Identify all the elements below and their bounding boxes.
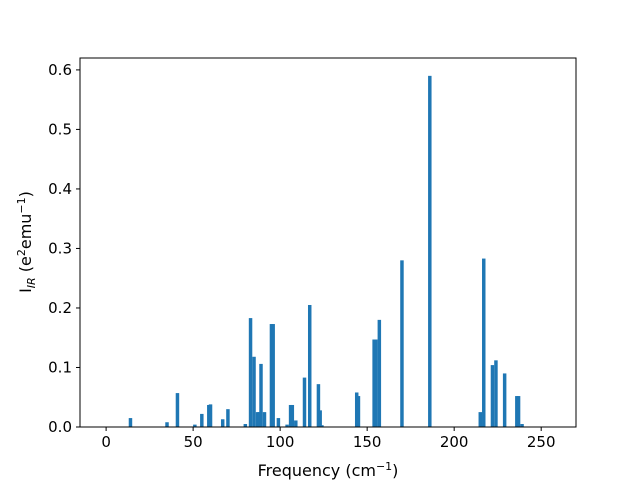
x-tick-label: 0 (101, 433, 111, 451)
bar (302, 377, 307, 427)
x-tick-label: 200 (440, 433, 469, 451)
bar (285, 424, 289, 427)
bar (482, 258, 486, 427)
bar (400, 260, 404, 427)
bar (175, 393, 180, 427)
y-tick-label: 0.2 (48, 299, 72, 317)
bar (316, 384, 321, 427)
bar (208, 404, 213, 427)
bar (252, 356, 256, 427)
bar (128, 418, 133, 427)
bar (490, 365, 495, 427)
y-tick-label: 0.0 (48, 418, 72, 436)
bar (243, 424, 248, 427)
y-tick-label: 0.4 (48, 180, 72, 198)
bar (320, 425, 324, 427)
bar (374, 339, 378, 427)
bar (494, 360, 498, 427)
bar (356, 396, 361, 427)
bar (200, 413, 204, 427)
plot-frame (79, 57, 577, 428)
bar (377, 319, 382, 427)
bar (248, 318, 253, 427)
x-axis-ticks: 0 50 100 150 200 250 (101, 427, 556, 451)
x-tick-label: 250 (527, 433, 556, 451)
x-tick-label: 100 (266, 433, 295, 451)
x-tick-label: 50 (184, 433, 203, 451)
bar (307, 304, 312, 427)
bar (502, 373, 507, 427)
y-tick-label: 0.3 (48, 239, 72, 257)
y-tick-label: 0.1 (48, 358, 72, 376)
bar (318, 410, 322, 427)
bar (165, 422, 169, 427)
bar (478, 412, 483, 427)
bar (193, 424, 197, 427)
bar (226, 409, 230, 427)
y-axis-ticks: 0.0 0.1 0.2 0.3 0.4 0.5 0.6 (48, 61, 80, 436)
y-tick-label: 0.6 (48, 61, 72, 79)
bar (259, 363, 263, 427)
x-tick-label: 150 (353, 433, 382, 451)
bar (294, 420, 298, 427)
bar (290, 404, 295, 427)
bar (516, 396, 521, 427)
bar (428, 75, 432, 427)
x-axis-label: Frequency (cm−1) (258, 460, 399, 480)
y-axis-label: IIR (e2emu−1) (15, 191, 38, 293)
y-tick-label: 0.5 (48, 120, 72, 138)
bar (262, 412, 267, 427)
bar (520, 424, 524, 427)
bar (220, 419, 225, 427)
bar-series (128, 75, 524, 427)
bar (271, 324, 275, 427)
bar (276, 418, 281, 427)
